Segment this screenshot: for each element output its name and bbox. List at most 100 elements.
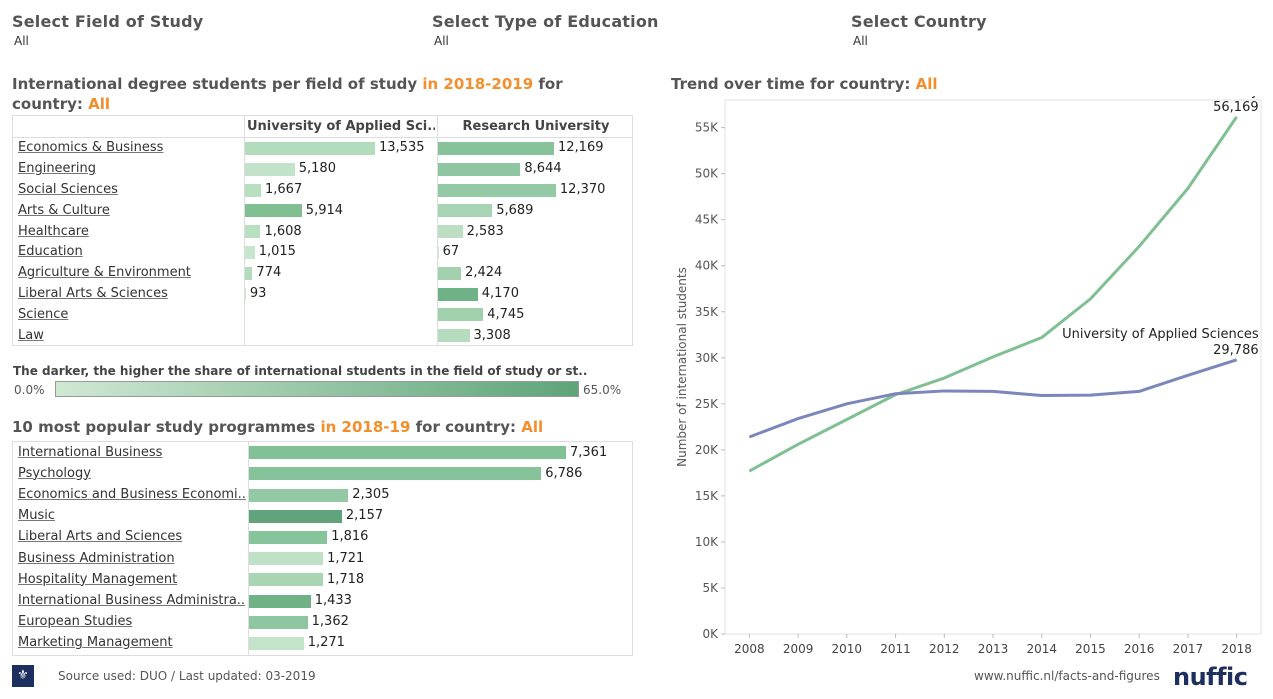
field-label[interactable]: Agriculture & Environment: [18, 265, 191, 281]
field-label[interactable]: Engineering: [18, 161, 96, 177]
x-tick-label: 2010: [832, 642, 863, 656]
fields-table: [12, 115, 633, 346]
field-bar[interactable]: [245, 141, 375, 155]
filter-value-dropdown[interactable]: All: [434, 34, 449, 48]
footer-url[interactable]: www.nuffic.nl/facts-and-figures: [974, 669, 1160, 683]
filter-type-of-education[interactable]: Select Type of Education All: [432, 12, 659, 48]
field-bar-value: 5,689: [496, 202, 534, 218]
x-tick-label: 2018: [1221, 642, 1252, 656]
field-bar[interactable]: [438, 141, 554, 155]
programme-bar[interactable]: [249, 573, 323, 587]
field-bar[interactable]: [438, 287, 478, 301]
y-tick-label: 35K: [695, 305, 719, 319]
field-label[interactable]: Economics & Business: [18, 140, 164, 156]
field-label[interactable]: Education: [18, 244, 83, 260]
y-tick-label: 45K: [695, 213, 719, 227]
field-label[interactable]: Arts & Culture: [18, 202, 110, 218]
programme-label[interactable]: Economics and Business Economi..: [18, 487, 246, 502]
filter-value-dropdown[interactable]: All: [14, 34, 29, 48]
y-tick-label: 20K: [695, 443, 719, 457]
programme-bar[interactable]: [249, 446, 566, 460]
column-header-research-university[interactable]: Research University: [462, 119, 610, 134]
filter-title: Select Country: [851, 12, 987, 31]
legend-title: The darker, the higher the share of inte…: [13, 364, 588, 378]
field-bar[interactable]: [438, 245, 439, 259]
programme-bar-value: 2,157: [345, 508, 384, 524]
title-country: All: [88, 95, 111, 113]
fields-section-title: International degree students per field …: [12, 74, 632, 114]
field-bar[interactable]: [245, 245, 255, 259]
field-bar[interactable]: [438, 225, 463, 239]
field-bar[interactable]: [245, 287, 246, 301]
divider: [244, 115, 245, 346]
programme-label[interactable]: International Business Administra..: [18, 593, 246, 608]
programme-bar[interactable]: [249, 530, 328, 544]
programme-bar[interactable]: [249, 509, 342, 523]
programme-label[interactable]: Liberal Arts and Sciences: [18, 529, 183, 545]
field-bar[interactable]: [245, 204, 302, 218]
research-university-line: [748, 116, 1238, 473]
field-bar-value: 4,170: [481, 286, 519, 301]
field-bar[interactable]: [438, 183, 556, 197]
legend-max: 65.0%: [583, 383, 622, 397]
series-name-label: University of Applied Sciences: [1062, 327, 1259, 342]
y-tick-label: 0K: [702, 627, 719, 641]
field-bar-value: 67: [442, 244, 460, 260]
divider: [437, 115, 438, 346]
field-bar-value: 1,667: [265, 182, 303, 197]
field-bar[interactable]: [438, 266, 462, 280]
programme-bar[interactable]: [249, 552, 324, 566]
field-bar-value: 12,370: [559, 182, 606, 197]
programme-label[interactable]: European Studies: [18, 614, 133, 630]
field-bar-value: 1,015: [258, 244, 296, 260]
field-bar[interactable]: [438, 329, 470, 343]
field-bar-value: 4,745: [487, 306, 525, 322]
field-label[interactable]: Healthcare: [18, 223, 89, 239]
filter-value-dropdown[interactable]: All: [853, 34, 868, 48]
programme-bar[interactable]: [249, 615, 308, 629]
x-tick-label: 2012: [929, 642, 960, 656]
series-name-label: Research University: [1129, 96, 1259, 99]
field-bar-value: 13,535: [379, 140, 425, 156]
programme-label[interactable]: Music: [18, 508, 55, 524]
programme-label[interactable]: Hospitality Management: [18, 571, 178, 587]
title-text: 10 most popular study programmes: [12, 418, 316, 436]
field-bar-value: 93: [249, 286, 267, 301]
x-tick-label: 2016: [1124, 642, 1155, 656]
title-country: All: [521, 418, 544, 436]
field-bar[interactable]: [245, 183, 261, 197]
column-header-applied-sciences[interactable]: University of Applied Sci..: [247, 119, 435, 134]
field-bar[interactable]: [438, 162, 521, 176]
field-bar[interactable]: [245, 162, 295, 176]
programme-label[interactable]: Business Administration: [18, 550, 175, 566]
x-tick-label: 2017: [1173, 642, 1204, 656]
field-label[interactable]: Law: [18, 327, 44, 343]
programme-label[interactable]: Marketing Management: [18, 635, 173, 651]
field-label[interactable]: Science: [18, 306, 69, 322]
y-tick-label: 25K: [695, 397, 719, 411]
programme-bar[interactable]: [249, 636, 304, 650]
y-tick-label: 50K: [695, 167, 719, 181]
x-tick-label: 2014: [1026, 642, 1057, 656]
title-year: in 2018-2019: [422, 75, 534, 93]
field-bar[interactable]: [438, 308, 484, 322]
programme-bar-value: 1,718: [326, 571, 365, 587]
field-label[interactable]: Social Sciences: [18, 182, 118, 197]
programme-bar[interactable]: [249, 488, 349, 502]
filter-title: Select Type of Education: [432, 12, 659, 31]
programme-bar[interactable]: [249, 467, 542, 481]
programme-label[interactable]: Psychology: [18, 465, 91, 481]
field-bar-value: 5,914: [305, 202, 344, 218]
filter-field-of-study[interactable]: Select Field of Study All: [12, 12, 203, 48]
programme-bar[interactable]: [249, 594, 311, 608]
programme-label[interactable]: International Business: [18, 444, 163, 460]
field-bar[interactable]: [438, 204, 493, 218]
series-end-value-label: 56,169: [1213, 100, 1259, 115]
programme-bar-value: 7,361: [570, 444, 608, 460]
field-bar[interactable]: [245, 266, 253, 280]
field-label[interactable]: Liberal Arts & Sciences: [18, 286, 168, 301]
filter-country[interactable]: Select Country All: [851, 12, 987, 48]
field-bar[interactable]: [245, 225, 261, 239]
title-year: in 2018-19: [320, 418, 411, 436]
series-end-value-label: 29,786: [1213, 343, 1259, 358]
